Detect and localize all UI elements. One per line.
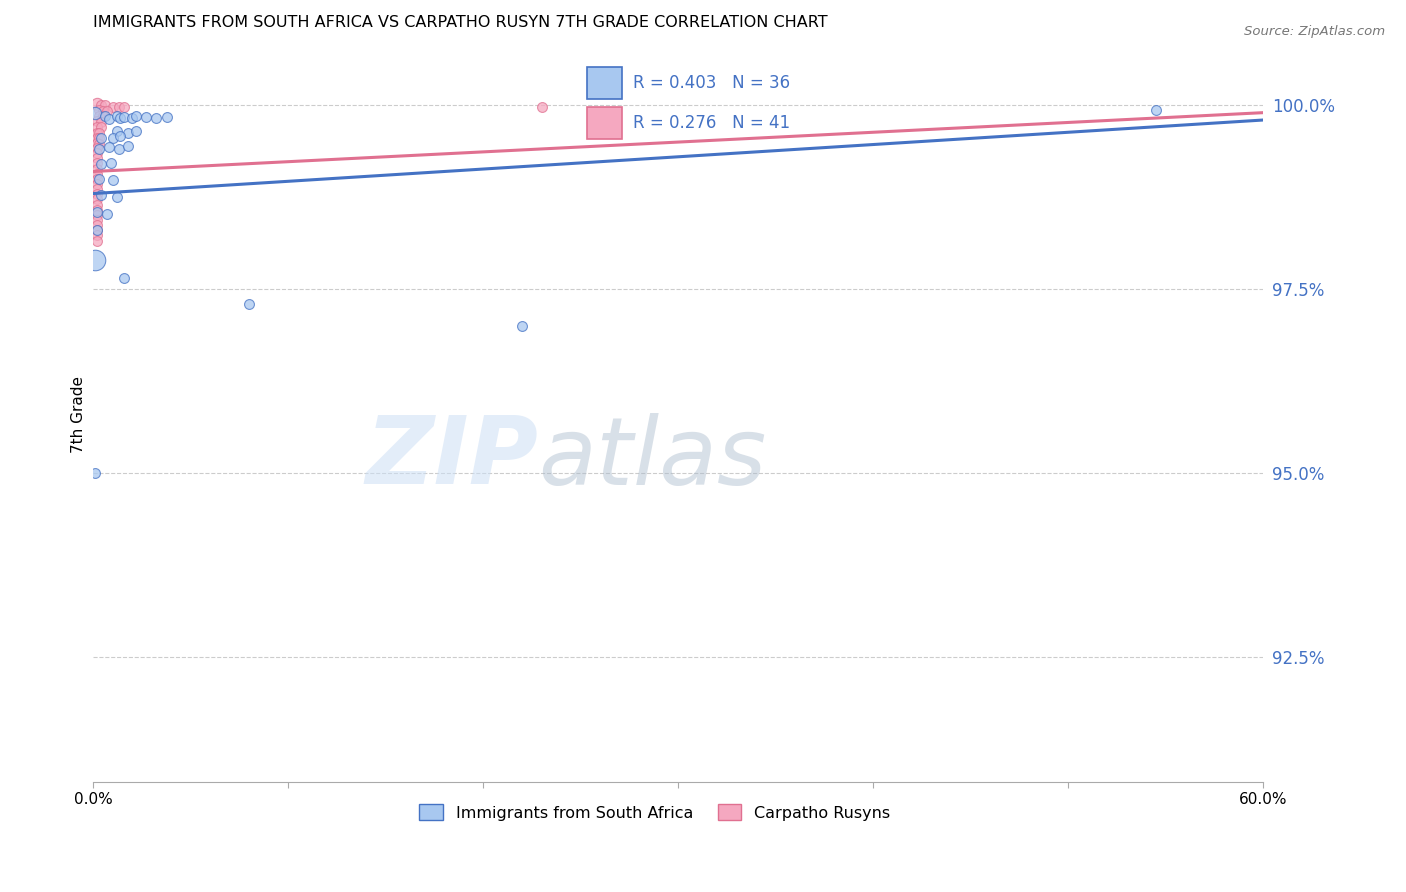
Text: ZIP: ZIP (366, 412, 538, 504)
Point (86, 114, 108, 128)
Y-axis label: 7th Grade: 7th Grade (72, 376, 86, 453)
Point (87, 103, 110, 118)
Point (86, 96, 108, 111)
Point (86, 141, 108, 155)
Point (125, 124, 148, 138)
Text: Source: ZipAtlas.com: Source: ZipAtlas.com (1244, 25, 1385, 38)
Point (135, 110, 157, 124)
Point (110, 111, 132, 125)
Point (86, 223, 108, 237)
Point (90, 120, 112, 135)
Point (112, 110, 135, 124)
Point (86, 202, 108, 217)
Point (100, 155, 122, 169)
Point (105, 109, 128, 123)
Point (84, 105, 107, 120)
Point (96, 207, 118, 221)
Point (105, 124, 128, 138)
Point (97, 112, 120, 126)
Point (84, 252, 107, 267)
Point (86, 177, 108, 191)
Point (96, 104, 118, 119)
Text: atlas: atlas (538, 413, 766, 504)
Point (84, 466, 107, 480)
Point (110, 129, 132, 144)
Point (112, 271, 135, 285)
Point (117, 138, 139, 153)
Point (91, 104, 114, 119)
Point (86, 218, 108, 232)
Point (87, 172, 110, 186)
Point (87, 109, 110, 123)
Point (86, 120, 108, 135)
Point (90, 188, 112, 202)
Point (86, 193, 108, 207)
Point (86, 126, 108, 140)
Point (86, 234, 108, 248)
Point (87, 136, 110, 151)
Point (90, 131, 112, 145)
Point (125, 109, 148, 123)
Point (86, 208, 108, 222)
Text: IMMIGRANTS FROM SOUTH AFRICA VS CARPATHO RUSYN 7TH GRADE CORRELATION CHART: IMMIGRANTS FROM SOUTH AFRICA VS CARPATHO… (93, 15, 828, 30)
Point (117, 126, 139, 140)
Point (86, 228, 108, 243)
Point (1144, 103, 1167, 118)
Point (86, 213, 108, 227)
Point (87, 126, 110, 140)
Point (530, 100, 553, 114)
Point (86, 156, 108, 170)
Point (101, 100, 124, 114)
Point (90, 97, 112, 112)
Point (86, 151, 108, 165)
Point (94, 109, 117, 123)
Point (112, 101, 135, 115)
Point (86, 161, 108, 176)
Point (86, 187, 108, 202)
Point (90, 157, 112, 171)
Point (107, 143, 129, 157)
Point (90, 115, 112, 129)
Point (145, 111, 167, 125)
Point (86, 197, 108, 211)
Point (86, 146, 108, 161)
Point (97, 140, 120, 154)
Point (86, 223, 108, 237)
Legend: Immigrants from South Africa, Carpatho Rusyns: Immigrants from South Africa, Carpatho R… (413, 797, 897, 827)
Point (86, 167, 108, 181)
Point (510, 318, 533, 333)
Point (156, 110, 179, 124)
Point (86, 172, 108, 186)
Point (101, 173, 124, 187)
Point (107, 100, 129, 114)
Point (91, 109, 114, 123)
Point (87, 143, 110, 157)
Point (86, 130, 108, 145)
Point (121, 111, 143, 125)
Point (86, 205, 108, 219)
Point (86, 182, 108, 196)
Point (101, 131, 124, 145)
Point (238, 297, 260, 311)
Point (87, 130, 110, 145)
Point (94, 97, 117, 112)
Point (86, 136, 108, 150)
Point (105, 190, 128, 204)
